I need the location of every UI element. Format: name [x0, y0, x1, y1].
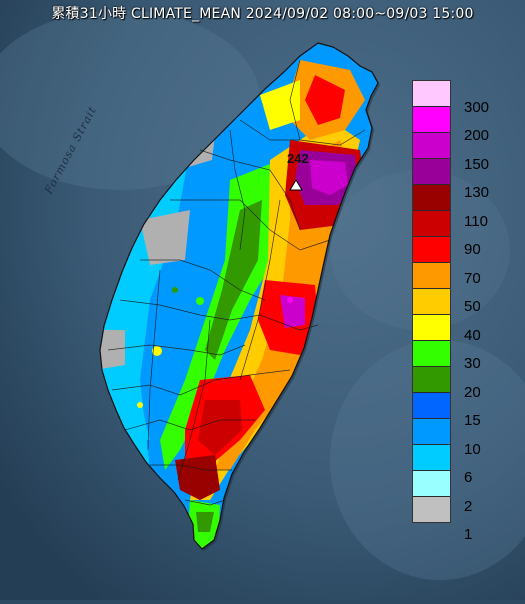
legend-swatch	[413, 289, 450, 315]
legend-swatch	[413, 107, 450, 133]
legend-label: 6	[464, 469, 473, 486]
legend-label: 70	[464, 270, 481, 287]
legend-swatch	[413, 263, 450, 289]
legend-swatch	[413, 393, 450, 419]
legend-label: 30	[464, 355, 481, 372]
legend-label: 90	[464, 241, 481, 258]
legend-swatch	[413, 315, 450, 341]
max-rainfall-value: 242	[287, 151, 309, 166]
legend-label: 200	[464, 127, 490, 144]
legend-swatch	[413, 133, 450, 159]
legend-label: 10	[464, 441, 481, 458]
legend-label: 110	[464, 213, 488, 230]
legend-label: 20	[464, 384, 481, 401]
legend-label: 15	[464, 412, 481, 429]
legend-swatch	[413, 237, 450, 263]
legend-label: 50	[464, 298, 481, 315]
legend-swatch	[413, 419, 450, 445]
legend-label: 300	[464, 99, 490, 116]
legend-swatch	[413, 211, 450, 237]
legend-label: 1	[464, 526, 473, 543]
legend-swatch	[413, 497, 450, 522]
legend-label: 40	[464, 327, 481, 344]
map-title: 累積31小時 CLIMATE_MEAN 2024/09/02 08:00~09/…	[51, 6, 474, 22]
legend-swatch	[413, 341, 450, 367]
legend-swatch	[413, 185, 450, 211]
rainfall-legend	[412, 80, 451, 523]
legend-swatch	[413, 159, 450, 185]
legend-swatch	[413, 367, 450, 393]
legend-swatch	[413, 471, 450, 497]
legend-swatch	[413, 445, 450, 471]
county-boundaries	[107, 59, 366, 506]
legend-label: 2	[464, 498, 473, 515]
legend-label: 130	[464, 184, 490, 201]
cloud-patch	[0, 10, 260, 190]
legend-swatch	[413, 81, 450, 107]
legend-label: 150	[464, 156, 490, 173]
max-rainfall-marker-icon	[289, 179, 303, 191]
